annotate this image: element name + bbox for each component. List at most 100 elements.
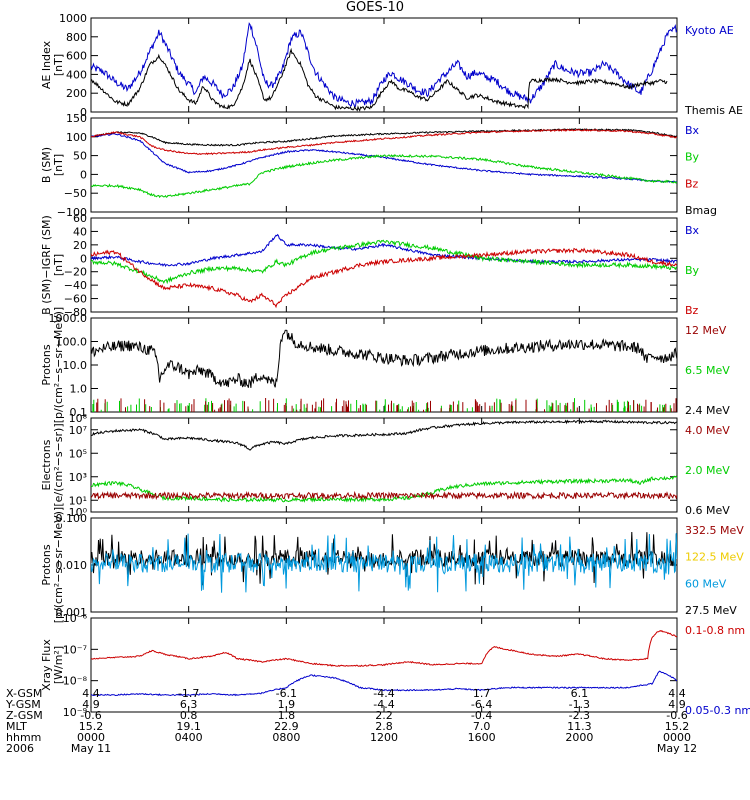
panel-bsm: −100 −50 0 50 100 150 B (SM) [nT] Bx By Bz Bmag bbox=[40, 112, 717, 219]
panel-xray: 10⁻⁹ 10⁻⁸ 10⁻⁷ 10⁻⁶ Xray Flux [W/m²] 0.1-0.8 n… bbox=[40, 612, 750, 719]
y-tick-label: 10⁸ bbox=[69, 412, 88, 425]
time-axis-value: -1.3 bbox=[568, 698, 591, 711]
series-group bbox=[91, 419, 677, 503]
time-axis-value: 4.4 bbox=[668, 687, 686, 700]
y-tick-label: 1000 bbox=[59, 12, 87, 25]
series-2-4-mev bbox=[91, 329, 677, 388]
legend-item: Kyoto AE bbox=[685, 24, 734, 37]
legend-item: 2.0 MeV bbox=[685, 464, 730, 477]
series-60-mev bbox=[91, 533, 677, 593]
time-axis-value: 4.4 bbox=[82, 687, 100, 700]
y-tick-label: 400 bbox=[66, 68, 87, 81]
time-axis-footer: X-GSM 4.4 -1.7 -6.1 -4.4 1.7 6.1 4.4 Y-GSM 4.9 6.3… bbox=[0, 687, 750, 797]
time-row-label: MLT bbox=[6, 720, 27, 733]
legend-item: 0.6 MeV bbox=[685, 504, 730, 517]
legend-item: Bz bbox=[685, 177, 699, 190]
time-axis-value: 6.3 bbox=[179, 698, 198, 711]
y-axis-label: Protons bbox=[40, 544, 53, 585]
y-tick-label: 20 bbox=[73, 239, 87, 252]
y-tick-label: 800 bbox=[66, 31, 87, 44]
y-tick-label: 100.0 bbox=[56, 336, 88, 349]
time-row-label: hhmm bbox=[6, 731, 42, 744]
time-axis-value: -6.4 bbox=[470, 698, 493, 711]
legend-item: 12 MeV bbox=[685, 324, 727, 337]
time-axis-value: 15.2 bbox=[78, 720, 104, 733]
legend-item: Bx bbox=[685, 224, 700, 237]
time-axis-value: 2000 bbox=[565, 731, 594, 744]
time-axis-value: 1.7 bbox=[472, 687, 491, 700]
y-axis-label: Electrons bbox=[40, 439, 53, 490]
legend-item: 27.5 MeV bbox=[685, 604, 737, 617]
y-tick-label: −100 bbox=[57, 206, 87, 219]
series-group bbox=[91, 531, 677, 593]
panel-protons-high: 0.001 0.010 0.100 Protons [p/(cm²−s−sr−MeV)]… bbox=[40, 507, 744, 623]
y-tick-label: 40 bbox=[73, 225, 87, 238]
y-tick-label: 0.1 bbox=[70, 406, 88, 419]
series-group bbox=[91, 629, 677, 697]
time-axis-value: 1200 bbox=[370, 731, 398, 744]
legend-item: 0.1-0.8 nm bbox=[685, 624, 745, 637]
legend-item: Bz bbox=[685, 304, 699, 317]
time-axis-value: -6.1 bbox=[275, 687, 298, 700]
legend-item: 332.5 MeV bbox=[685, 524, 744, 537]
y-tick-label: 0.001 bbox=[56, 606, 88, 619]
panel-frame bbox=[90, 17, 678, 113]
legend-item: 6.5 MeV bbox=[685, 364, 730, 377]
legend-item: Themis AE bbox=[684, 104, 743, 117]
panel-protons-low: 0.1 1.0 10.0 100.0 1000.0 Protons [p/(cm²−s−sr… bbox=[40, 307, 730, 423]
y-tick-label: 10¹ bbox=[69, 494, 87, 507]
time-axis-value: -0.6 bbox=[666, 709, 688, 722]
y-axis-label: [W/m²] bbox=[52, 646, 65, 684]
y-axis-label: B (SM)−IGRF (SM) bbox=[40, 215, 53, 315]
y-tick-label: 10³ bbox=[69, 471, 87, 484]
y-tick-label: 0 bbox=[80, 168, 87, 181]
time-row-label: X-GSM bbox=[6, 687, 43, 700]
series-4-0-mev bbox=[91, 490, 677, 501]
y-tick-label: −60 bbox=[64, 293, 87, 306]
y-tick-label: 0 bbox=[80, 252, 87, 265]
series-group bbox=[91, 128, 677, 199]
y-tick-label: 0.100 bbox=[56, 512, 88, 525]
series-27-5-mev bbox=[91, 531, 677, 586]
series-group bbox=[91, 22, 677, 112]
y-tick-label: 60 bbox=[73, 212, 87, 225]
legend-item: 122.5 MeV bbox=[685, 551, 744, 564]
chart-title: GOES-10 bbox=[345, 0, 404, 15]
y-axis-label: [nT] bbox=[52, 154, 65, 176]
time-axis-value: 0800 bbox=[272, 731, 301, 744]
time-row-label: Z-GSM bbox=[6, 709, 43, 722]
time-axis-value: 0.8 bbox=[179, 709, 198, 722]
y-tick-label: 10⁵ bbox=[69, 447, 87, 460]
time-axis-value: 7.0 bbox=[472, 720, 491, 733]
y-tick-label: 100 bbox=[66, 131, 87, 144]
time-axis-value: 2.8 bbox=[375, 720, 393, 733]
series-by bbox=[91, 239, 677, 285]
y-tick-label: −40 bbox=[64, 279, 87, 292]
time-axis-value: 0000 bbox=[77, 731, 105, 744]
legend-item: By bbox=[685, 151, 700, 164]
y-tick-label: 10⁻⁸ bbox=[63, 675, 88, 688]
y-tick-label: −50 bbox=[64, 187, 87, 200]
time-row-label: 2006 bbox=[6, 742, 34, 755]
time-axis-value: -0.4 bbox=[470, 709, 493, 722]
series-2-0-mev bbox=[91, 475, 677, 503]
time-axis-value: May 12 bbox=[656, 742, 698, 755]
y-tick-label: 10⁻⁷ bbox=[63, 643, 87, 656]
legend-item: 0.05-0.3 nm bbox=[685, 704, 750, 717]
panel-ae: 0 200 400 600 800 1000 AE Index [nT] Kyoto AE The… bbox=[40, 12, 743, 119]
y-axis-label: [nT] bbox=[52, 54, 65, 76]
time-axis-value: -0.6 bbox=[80, 709, 102, 722]
y-axis-label: Protons bbox=[40, 344, 53, 385]
time-axis-value: 4.9 bbox=[668, 698, 686, 711]
time-axis-value: -4.4 bbox=[373, 698, 395, 711]
time-axis-value: 22.9 bbox=[274, 720, 299, 733]
legend-item: 60 MeV bbox=[685, 577, 727, 590]
series-0-6-mev bbox=[91, 419, 677, 451]
y-tick-label: −20 bbox=[64, 266, 87, 279]
legend-item: Bmag bbox=[685, 204, 717, 217]
time-axis-value: 15.2 bbox=[664, 720, 690, 733]
y-tick-label: 0.010 bbox=[56, 559, 88, 572]
series-by bbox=[91, 153, 677, 199]
